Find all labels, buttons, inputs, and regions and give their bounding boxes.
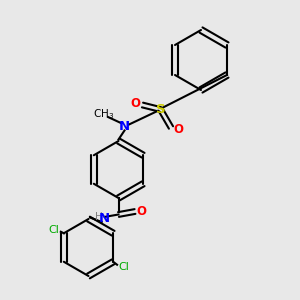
Text: O: O	[136, 205, 147, 218]
Text: Cl: Cl	[118, 262, 129, 272]
Text: H: H	[95, 212, 103, 223]
Text: S: S	[156, 103, 165, 116]
Text: O: O	[130, 97, 140, 110]
Text: Cl: Cl	[49, 225, 59, 235]
Text: CH$_3$: CH$_3$	[93, 107, 114, 121]
Text: N: N	[119, 119, 130, 133]
Text: N: N	[98, 212, 110, 225]
Text: O: O	[173, 122, 184, 136]
